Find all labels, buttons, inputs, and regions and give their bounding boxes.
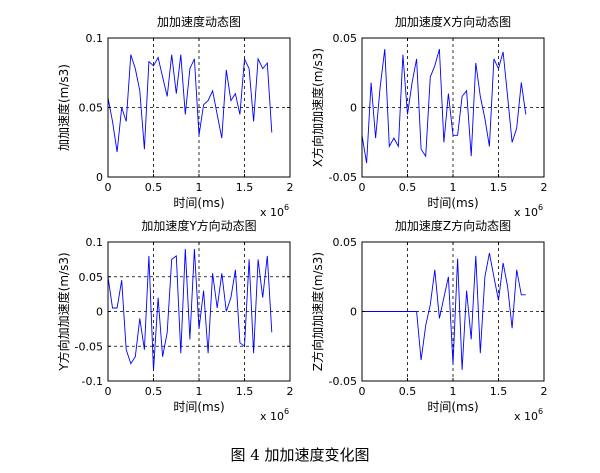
x-tick-label: 2 [287, 385, 294, 398]
x-tick-label: 2 [541, 385, 548, 398]
x-axis-label: 时间(ms) [427, 196, 478, 210]
y-tick-label: 0.05 [79, 102, 104, 115]
x-axis-exponent: 6 [538, 407, 543, 416]
x-tick-label: 0.5 [399, 181, 417, 194]
chart-title: 加加速度动态图 [157, 14, 241, 29]
y-tick-label: 0 [350, 306, 357, 319]
chart-title: 加加速度X方向动态图 [395, 14, 511, 29]
x-axis-multiplier: x 106 [260, 407, 289, 423]
y-tick-label: 0 [96, 306, 103, 319]
y-tick-label: 0.05 [333, 32, 358, 45]
x-tick-label: 0 [105, 385, 112, 398]
x-tick-label: 1 [450, 385, 457, 398]
y-axis-label: Z方向加加速度(m/s3) [310, 252, 325, 371]
x-axis-label: 时间(ms) [427, 400, 478, 414]
x-axis-multiplier: x 106 [514, 407, 543, 423]
x-tick-label: 2 [287, 181, 294, 194]
y-tick-label: -0.05 [329, 375, 357, 388]
x-tick-label: 2 [541, 181, 548, 194]
series-line [361, 48, 527, 164]
y-tick-label: -0.05 [75, 340, 103, 353]
y-axis-label: 加加速度(m/s3) [56, 64, 71, 151]
x-tick-label: 1.5 [236, 385, 254, 398]
x-tick-label: 0.5 [145, 385, 163, 398]
x-tick-label: 1 [450, 181, 457, 194]
x-axis-multiplier: x 106 [260, 203, 289, 219]
series-line [107, 248, 273, 371]
x-tick-label: 1.5 [490, 385, 508, 398]
y-tick-label: -0.1 [82, 375, 103, 388]
figure-caption: 图 4 加加速度变化图 [230, 446, 370, 464]
x-tick-label: 0.5 [145, 181, 163, 194]
x-tick-label: 1.5 [236, 181, 254, 194]
y-tick-label: 0.1 [86, 32, 104, 45]
series-line [362, 253, 526, 370]
x-axis-multiplier: x 106 [514, 203, 543, 219]
y-axis-label: X方向加加速度(m/s3) [310, 48, 325, 167]
y-tick-label: 0 [350, 102, 357, 115]
series-line [107, 54, 273, 153]
y-tick-label: 0.05 [79, 271, 104, 284]
x-axis-label: 时间(ms) [173, 400, 224, 414]
x-axis-exponent: 6 [538, 203, 543, 212]
x-tick-label: 1 [196, 385, 203, 398]
x-tick-label: 0 [359, 181, 366, 194]
x-tick-label: 0 [359, 385, 366, 398]
subplot-jerk-y: 0 0.5 1 1.5 2 -0.1 -0.05 0 0.05 0.1 加加速度Y方向动态图时间(m… [56, 218, 294, 423]
x-tick-label: 0 [105, 181, 112, 194]
x-axis-label: 时间(ms) [173, 196, 224, 210]
chart-title: 加加速度Y方向动态图 [141, 218, 256, 233]
chart-title: 加加速度Z方向动态图 [395, 218, 511, 233]
x-tick-label: 1 [196, 181, 203, 194]
y-tick-label: -0.05 [329, 171, 357, 184]
x-axis-exponent: 6 [284, 203, 289, 212]
x-tick-label: 0.5 [399, 385, 417, 398]
y-tick-label: 0.05 [333, 236, 358, 249]
x-axis-exponent: 6 [284, 407, 289, 416]
y-tick-label: 0 [96, 171, 103, 184]
x-tick-label: 1.5 [490, 181, 508, 194]
y-axis-label: Y方向加加速度(m/s3) [56, 252, 71, 371]
y-tick-label: 0.1 [86, 236, 104, 249]
